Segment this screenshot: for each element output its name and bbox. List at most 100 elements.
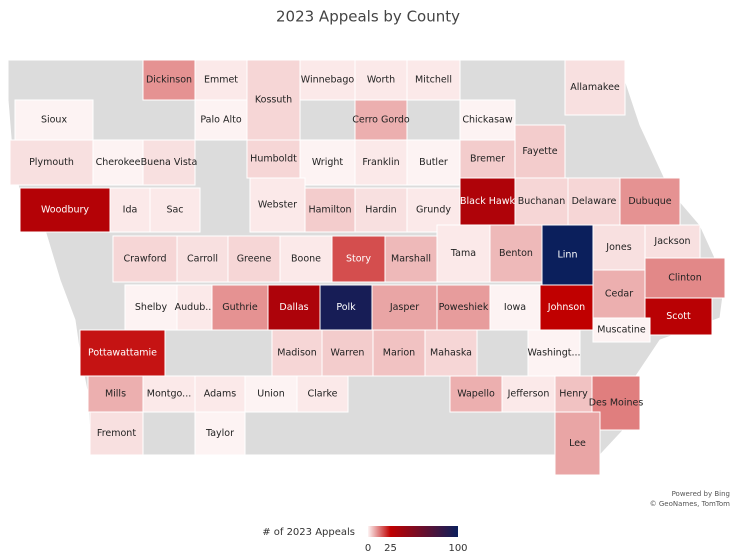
county (142, 375, 196, 413)
county-label: Taylor (205, 428, 234, 439)
county (89, 411, 144, 456)
county (112, 235, 178, 283)
county (554, 411, 601, 476)
county (459, 139, 516, 179)
county-label: Story (346, 254, 371, 265)
county (541, 224, 594, 286)
county (246, 139, 301, 179)
county (124, 284, 178, 331)
county (19, 187, 111, 233)
county (246, 59, 301, 141)
county-label: Delaware (572, 196, 617, 207)
county-label: Iowa (504, 302, 526, 313)
county-label: Humboldt (250, 154, 297, 165)
county-label: Lee (569, 438, 586, 449)
county (299, 139, 356, 186)
county-label: Butler (419, 157, 448, 168)
county (449, 375, 503, 413)
county (194, 375, 246, 413)
county (406, 59, 461, 101)
county-label: Wapello (457, 389, 495, 400)
county (354, 187, 408, 233)
title: 2023 Appeals by County (276, 8, 460, 26)
county-label: Jasper (389, 302, 419, 313)
county (149, 187, 201, 233)
county (109, 187, 151, 233)
county (296, 375, 349, 413)
county-label: Fayette (522, 146, 557, 157)
county (194, 411, 246, 456)
county-label: Warren (331, 348, 365, 359)
county-label: Mitchell (415, 75, 452, 86)
county (142, 139, 196, 186)
county (176, 284, 213, 331)
county (424, 329, 478, 377)
county (514, 124, 566, 179)
county-label: Palo Alto (200, 115, 241, 126)
legend-tick-label: 0 (365, 543, 371, 554)
county-label: Marion (383, 348, 415, 359)
county-label: Hamilton (308, 205, 351, 216)
county (592, 317, 651, 343)
county-label: Sac (166, 205, 183, 216)
county-label: Hardin (365, 205, 396, 216)
county (9, 139, 94, 186)
legend-title: # of 2023 Appeals (262, 527, 355, 538)
county-label: Chickasaw (462, 115, 512, 126)
county (436, 284, 491, 331)
county (592, 224, 646, 271)
county (489, 284, 541, 331)
county-label: Jones (605, 242, 631, 253)
attribution: © GeoNames, TomTom (650, 500, 731, 508)
county-label: Buena Vista (141, 157, 198, 168)
county (14, 99, 94, 141)
legend-tick-label: 25 (384, 543, 397, 554)
county-label: Allamakee (570, 82, 620, 93)
county-label: Cherokee (96, 157, 141, 168)
county-label: Montgo... (147, 389, 192, 400)
county-label: Des Moines (589, 398, 644, 409)
county-label: Worth (367, 75, 395, 86)
county-label: Plymouth (29, 157, 74, 168)
county-layer: Dickinson Emmet Kossuth Winnebago Worth Mitch… (9, 59, 726, 476)
county-label: Cedar (605, 289, 633, 300)
county (319, 284, 373, 331)
legend-gradient (368, 526, 458, 537)
county (436, 224, 491, 283)
county (304, 187, 356, 233)
county-label: Woodbury (41, 205, 89, 216)
county (564, 59, 626, 116)
county-label: Benton (499, 248, 533, 259)
county-label: Buchanan (518, 196, 565, 207)
county-label: Fremont (97, 428, 136, 439)
county-label: Carroll (187, 254, 218, 265)
county (87, 375, 144, 413)
county (279, 235, 333, 283)
county-label: Union (257, 389, 284, 400)
county-label: Scott (666, 311, 691, 322)
county-label: Marshall (391, 254, 431, 265)
county (331, 235, 386, 283)
county (211, 284, 269, 331)
county-label: Washingt... (527, 348, 580, 359)
county-label: Pottawattamie (88, 348, 157, 359)
county-label: Black Hawk (460, 196, 515, 207)
county-label: Shelby (135, 302, 168, 313)
county-label: Audub... (175, 302, 215, 313)
county-label: Greene (237, 254, 272, 265)
county (227, 235, 281, 283)
county-label: Dallas (279, 302, 308, 313)
county (459, 99, 516, 141)
county-label: Henry (559, 389, 588, 400)
county-label: Winnebago (301, 75, 355, 86)
county (644, 224, 701, 259)
county (79, 329, 166, 377)
county-label: Clinton (668, 273, 702, 284)
county-label: Crawford (123, 254, 166, 265)
county-label: Sioux (41, 115, 68, 126)
county-label: Muscatine (597, 325, 646, 336)
county-label: Jefferson (507, 389, 550, 400)
county (354, 139, 408, 186)
county-label: Grundy (416, 205, 451, 216)
county-label: Guthrie (222, 302, 258, 313)
